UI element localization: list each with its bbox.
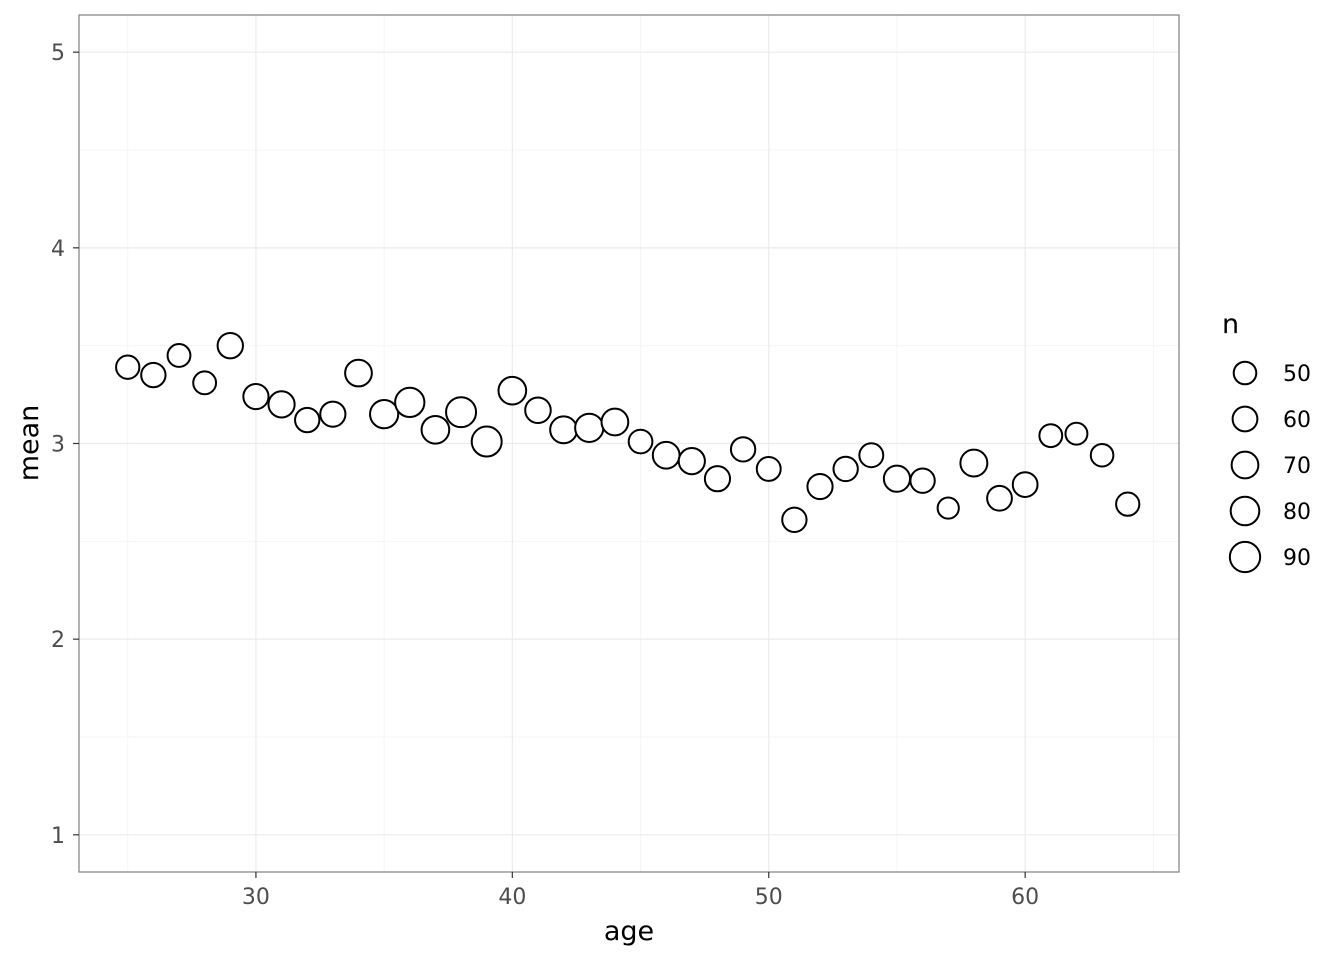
data-point (806, 472, 834, 501)
data-point (909, 467, 936, 494)
legend-key-label: 50 (1283, 362, 1311, 387)
legend-title: n (1222, 309, 1239, 340)
size-legend: n 50 60 70 80 90 (1222, 309, 1311, 574)
data-point (445, 396, 478, 429)
legend-key-label: 60 (1283, 408, 1311, 433)
data-point (267, 390, 296, 419)
legend-key-circle (1229, 495, 1261, 527)
x-tick-label: 60 (1011, 885, 1039, 910)
data-point (192, 370, 218, 396)
x-axis: 30 40 50 60 (242, 872, 1039, 910)
data-point (497, 375, 528, 406)
data-point (1064, 421, 1089, 446)
y-axis-title: mean (14, 405, 45, 482)
major-gridlines (79, 15, 1179, 872)
y-axis: 1 2 3 4 5 (51, 41, 79, 849)
data-point (882, 464, 912, 493)
data-points (115, 331, 1141, 533)
data-point (294, 406, 321, 434)
legend-key-label: 70 (1283, 454, 1311, 479)
x-tick-label: 40 (498, 885, 526, 910)
data-point (420, 414, 451, 445)
data-point (242, 382, 270, 411)
data-point (1038, 423, 1064, 449)
data-point (470, 425, 503, 458)
data-point (394, 386, 426, 419)
y-tick-label: 2 (51, 628, 65, 653)
data-point (1011, 471, 1039, 498)
data-point (651, 440, 681, 470)
data-point (755, 455, 782, 482)
data-point (549, 415, 579, 445)
data-point (729, 436, 757, 463)
data-point (627, 428, 654, 455)
y-tick-label: 3 (51, 433, 65, 458)
legend-key-circle (1232, 360, 1258, 386)
data-point (677, 447, 706, 476)
x-axis-title: age (604, 916, 654, 947)
data-point (166, 343, 192, 368)
legend-key-label: 90 (1283, 546, 1311, 571)
data-point (703, 465, 732, 493)
x-tick-label: 30 (242, 885, 270, 910)
data-point (781, 506, 808, 533)
y-tick-label: 1 (51, 824, 65, 849)
data-point (319, 400, 347, 428)
data-point (140, 361, 167, 389)
data-point (1115, 491, 1141, 517)
data-point (115, 354, 141, 380)
data-point (858, 442, 885, 469)
data-point (574, 412, 605, 443)
data-point (369, 399, 400, 430)
data-point (936, 496, 960, 520)
legend-key-label: 80 (1283, 500, 1311, 525)
data-point (600, 407, 630, 437)
data-point (986, 484, 1013, 512)
y-tick-label: 5 (51, 41, 65, 66)
data-point (344, 358, 373, 388)
data-point (959, 448, 989, 478)
data-point (1089, 442, 1115, 468)
y-tick-label: 4 (51, 237, 65, 262)
legend-key-circle (1231, 405, 1259, 433)
data-point (832, 455, 859, 483)
legend-key-circle (1230, 450, 1260, 480)
x-tick-label: 50 (755, 885, 783, 910)
legend-key-circle (1228, 540, 1262, 574)
data-point (524, 396, 552, 425)
data-point (216, 331, 244, 360)
